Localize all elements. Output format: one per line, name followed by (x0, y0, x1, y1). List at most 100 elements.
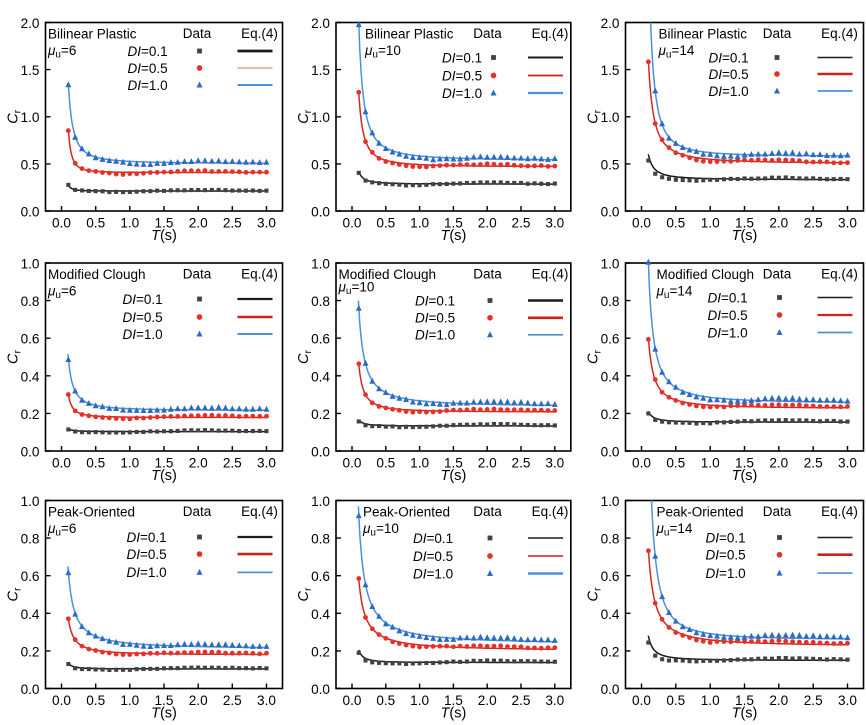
svg-text:1.0: 1.0 (601, 494, 620, 509)
svg-text:0.2: 0.2 (21, 407, 40, 422)
svg-text:DI=0.1: DI=0.1 (415, 293, 455, 308)
svg-text:0.0: 0.0 (21, 682, 40, 697)
svg-text:Eq.(4): Eq.(4) (821, 267, 858, 282)
svg-text:DI=1.0: DI=1.0 (413, 566, 453, 581)
svg-text:DI=0.1: DI=0.1 (708, 290, 748, 305)
svg-text:1.0: 1.0 (120, 693, 139, 708)
svg-text:DI=1.0: DI=1.0 (123, 327, 163, 342)
svg-text:DI=1.0: DI=1.0 (128, 78, 168, 93)
svg-text:1.5: 1.5 (311, 63, 330, 78)
svg-text:Cr: Cr (585, 587, 603, 601)
svg-text:1.5: 1.5 (735, 456, 754, 471)
svg-text:0.4: 0.4 (21, 607, 40, 622)
svg-text:Modified Clough: Modified Clough (657, 267, 755, 282)
svg-text:0.4: 0.4 (21, 369, 40, 384)
svg-text:μu=14: μu=14 (656, 521, 693, 539)
svg-text:DI=0.5: DI=0.5 (415, 311, 455, 326)
svg-text:0.5: 0.5 (601, 157, 620, 172)
svg-text:3.0: 3.0 (838, 216, 857, 231)
svg-text:1.5: 1.5 (735, 693, 754, 708)
svg-text:0.5: 0.5 (311, 157, 330, 172)
svg-text:T(s): T(s) (441, 706, 467, 722)
svg-text:Data: Data (183, 267, 212, 282)
svg-text:T(s): T(s) (732, 706, 758, 722)
svg-text:0.8: 0.8 (311, 532, 330, 547)
svg-text:2.0: 2.0 (478, 216, 497, 231)
svg-text:0.6: 0.6 (21, 569, 40, 584)
svg-text:0.2: 0.2 (311, 644, 330, 659)
svg-text:T(s): T(s) (151, 228, 177, 244)
svg-text:Cr: Cr (5, 109, 23, 123)
svg-text:DI=1.0: DI=1.0 (706, 566, 746, 581)
svg-text:0.5: 0.5 (86, 693, 105, 708)
svg-text:1.0: 1.0 (601, 110, 620, 125)
svg-text:1.5: 1.5 (21, 63, 40, 78)
svg-text:Data: Data (763, 26, 792, 41)
svg-text:μu=6: μu=6 (47, 43, 76, 61)
svg-text:0.0: 0.0 (601, 682, 620, 697)
svg-text:DI=1.0: DI=1.0 (415, 328, 455, 343)
svg-text:0.0: 0.0 (311, 205, 330, 220)
svg-text:0.0: 0.0 (632, 456, 651, 471)
svg-text:DI=1.0: DI=1.0 (708, 325, 748, 340)
svg-text:Data: Data (183, 504, 212, 519)
svg-text:0.0: 0.0 (21, 205, 40, 220)
svg-text:3.0: 3.0 (838, 693, 857, 708)
svg-text:0.6: 0.6 (601, 569, 620, 584)
svg-text:2.5: 2.5 (223, 216, 242, 231)
svg-text:μu=10: μu=10 (364, 43, 401, 61)
svg-text:Data: Data (473, 267, 502, 282)
svg-text:Eq.(4): Eq.(4) (241, 267, 278, 282)
svg-text:2.0: 2.0 (478, 456, 497, 471)
svg-text:1.0: 1.0 (311, 110, 330, 125)
svg-text:0.0: 0.0 (601, 445, 620, 460)
svg-text:0.8: 0.8 (21, 532, 40, 547)
svg-text:0.5: 0.5 (86, 456, 105, 471)
svg-text:Eq.(4): Eq.(4) (241, 26, 278, 41)
svg-text:0.0: 0.0 (632, 216, 651, 231)
svg-text:0.8: 0.8 (21, 294, 40, 309)
svg-text:1.0: 1.0 (601, 257, 620, 272)
svg-text:Bilinear Plastic: Bilinear Plastic (365, 26, 454, 41)
svg-text:Cr: Cr (5, 587, 23, 601)
svg-text:Peak-Oriented: Peak-Oriented (657, 504, 744, 519)
svg-text:DI=0.5: DI=0.5 (127, 547, 167, 562)
svg-text:3.0: 3.0 (545, 693, 564, 708)
svg-text:2.0: 2.0 (189, 456, 208, 471)
svg-text:0.4: 0.4 (601, 369, 620, 384)
svg-text:Eq.(4): Eq.(4) (821, 26, 858, 41)
svg-text:Eq.(4): Eq.(4) (532, 504, 569, 519)
svg-text:1.0: 1.0 (311, 494, 330, 509)
svg-text:0.2: 0.2 (601, 407, 620, 422)
svg-text:DI=0.1: DI=0.1 (127, 530, 167, 545)
svg-text:T(s): T(s) (441, 228, 467, 244)
svg-text:Cr: Cr (296, 587, 314, 601)
svg-text:DI=0.5: DI=0.5 (706, 548, 746, 563)
svg-text:0.5: 0.5 (666, 216, 685, 231)
svg-text:Bilinear Plastic: Bilinear Plastic (659, 26, 748, 41)
svg-text:Eq.(4): Eq.(4) (821, 504, 858, 519)
svg-text:Data: Data (763, 267, 792, 282)
svg-text:0.5: 0.5 (376, 456, 395, 471)
svg-text:0.0: 0.0 (343, 456, 362, 471)
svg-text:0.0: 0.0 (311, 445, 330, 460)
svg-text:DI=1.0: DI=1.0 (442, 86, 482, 101)
svg-text:2.5: 2.5 (804, 693, 823, 708)
svg-text:1.5: 1.5 (601, 63, 620, 78)
svg-text:1.0: 1.0 (410, 456, 429, 471)
svg-text:0.0: 0.0 (21, 445, 40, 460)
svg-text:3.0: 3.0 (545, 456, 564, 471)
svg-text:0.5: 0.5 (86, 216, 105, 231)
svg-text:0.0: 0.0 (52, 456, 71, 471)
svg-text:1.0: 1.0 (120, 456, 139, 471)
svg-text:3.0: 3.0 (257, 216, 276, 231)
svg-text:0.4: 0.4 (601, 607, 620, 622)
svg-text:Data: Data (183, 26, 212, 41)
svg-text:1.0: 1.0 (701, 693, 720, 708)
svg-text:0.2: 0.2 (21, 644, 40, 659)
svg-text:3.0: 3.0 (838, 456, 857, 471)
svg-text:Cr: Cr (585, 109, 603, 123)
svg-text:0.6: 0.6 (311, 332, 330, 347)
svg-text:μu=10: μu=10 (338, 280, 375, 298)
svg-text:2.0: 2.0 (769, 456, 788, 471)
